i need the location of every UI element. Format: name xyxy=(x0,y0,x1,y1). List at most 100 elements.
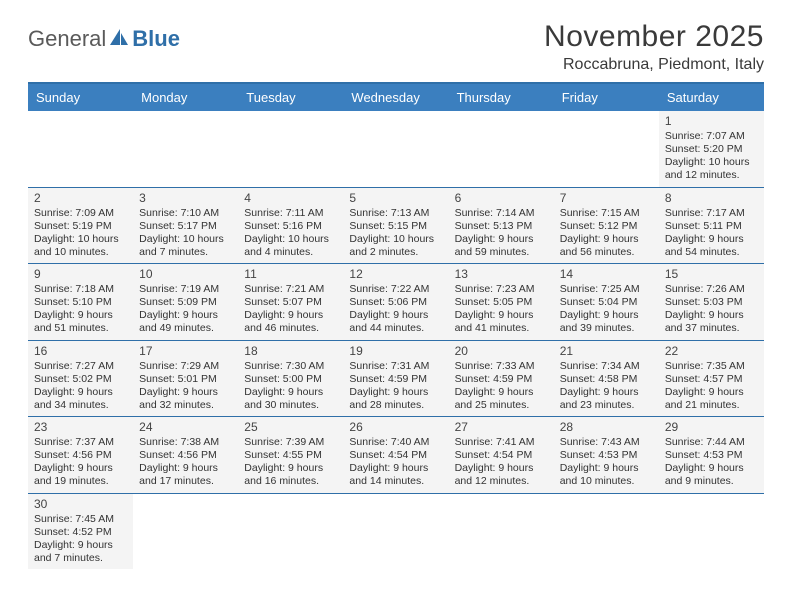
calendar-cell: 22Sunrise: 7:35 AMSunset: 4:57 PMDayligh… xyxy=(659,341,764,417)
calendar-cell: 19Sunrise: 7:31 AMSunset: 4:59 PMDayligh… xyxy=(343,341,448,417)
daylight-line: Daylight: 9 hours and 51 minutes. xyxy=(34,309,127,335)
logo: General Blue xyxy=(28,20,180,52)
sunset-line: Sunset: 5:16 PM xyxy=(244,220,337,233)
sunset-line: Sunset: 5:05 PM xyxy=(455,296,548,309)
day-number: 16 xyxy=(34,344,127,359)
sunrise-line: Sunrise: 7:19 AM xyxy=(139,283,232,296)
sunrise-line: Sunrise: 7:07 AM xyxy=(665,130,758,143)
location: Roccabruna, Piedmont, Italy xyxy=(544,56,764,74)
sunrise-line: Sunrise: 7:27 AM xyxy=(34,360,127,373)
calendar-cell-empty xyxy=(133,494,238,570)
calendar-cell: 6Sunrise: 7:14 AMSunset: 5:13 PMDaylight… xyxy=(449,188,554,264)
calendar-cell: 13Sunrise: 7:23 AMSunset: 5:05 PMDayligh… xyxy=(449,264,554,340)
calendar-cell: 29Sunrise: 7:44 AMSunset: 4:53 PMDayligh… xyxy=(659,417,764,493)
calendar-cell: 10Sunrise: 7:19 AMSunset: 5:09 PMDayligh… xyxy=(133,264,238,340)
calendar-cell: 20Sunrise: 7:33 AMSunset: 4:59 PMDayligh… xyxy=(449,341,554,417)
day-number: 21 xyxy=(560,344,653,359)
daylight-line: Daylight: 9 hours and 19 minutes. xyxy=(34,462,127,488)
day-number: 18 xyxy=(244,344,337,359)
daylight-line: Daylight: 9 hours and 14 minutes. xyxy=(349,462,442,488)
sunrise-line: Sunrise: 7:23 AM xyxy=(455,283,548,296)
sunset-line: Sunset: 5:20 PM xyxy=(665,143,758,156)
sunrise-line: Sunrise: 7:38 AM xyxy=(139,436,232,449)
day-number: 5 xyxy=(349,191,442,206)
calendar-week: 1Sunrise: 7:07 AMSunset: 5:20 PMDaylight… xyxy=(28,111,764,188)
sunset-line: Sunset: 5:15 PM xyxy=(349,220,442,233)
calendar-cell: 23Sunrise: 7:37 AMSunset: 4:56 PMDayligh… xyxy=(28,417,133,493)
daylight-line: Daylight: 9 hours and 54 minutes. xyxy=(665,233,758,259)
calendar-week: 2Sunrise: 7:09 AMSunset: 5:19 PMDaylight… xyxy=(28,188,764,265)
sunrise-line: Sunrise: 7:37 AM xyxy=(34,436,127,449)
daylight-line: Daylight: 10 hours and 12 minutes. xyxy=(665,156,758,182)
sunset-line: Sunset: 4:52 PM xyxy=(34,526,127,539)
day-number: 17 xyxy=(139,344,232,359)
day-number: 1 xyxy=(665,114,758,129)
logo-sail-icon xyxy=(108,27,130,47)
day-number: 25 xyxy=(244,420,337,435)
calendar-week: 30Sunrise: 7:45 AMSunset: 4:52 PMDayligh… xyxy=(28,494,764,570)
header: General Blue November 2025 Roccabruna, P… xyxy=(28,20,764,74)
daylight-line: Daylight: 9 hours and 56 minutes. xyxy=(560,233,653,259)
sunrise-line: Sunrise: 7:17 AM xyxy=(665,207,758,220)
day-number: 30 xyxy=(34,497,127,512)
calendar-cell: 21Sunrise: 7:34 AMSunset: 4:58 PMDayligh… xyxy=(554,341,659,417)
day-header: Monday xyxy=(133,84,238,111)
daylight-line: Daylight: 9 hours and 59 minutes. xyxy=(455,233,548,259)
calendar-cell: 26Sunrise: 7:40 AMSunset: 4:54 PMDayligh… xyxy=(343,417,448,493)
day-number: 9 xyxy=(34,267,127,282)
sunrise-line: Sunrise: 7:25 AM xyxy=(560,283,653,296)
logo-text-2: Blue xyxy=(132,26,180,52)
calendar-cell-empty xyxy=(133,111,238,187)
calendar-week: 9Sunrise: 7:18 AMSunset: 5:10 PMDaylight… xyxy=(28,264,764,341)
sunset-line: Sunset: 5:04 PM xyxy=(560,296,653,309)
day-number: 24 xyxy=(139,420,232,435)
sunset-line: Sunset: 4:53 PM xyxy=(560,449,653,462)
daylight-line: Daylight: 9 hours and 23 minutes. xyxy=(560,386,653,412)
day-number: 4 xyxy=(244,191,337,206)
day-header: Sunday xyxy=(28,84,133,111)
calendar-week: 23Sunrise: 7:37 AMSunset: 4:56 PMDayligh… xyxy=(28,417,764,494)
calendar-cell-empty xyxy=(343,494,448,570)
sunrise-line: Sunrise: 7:09 AM xyxy=(34,207,127,220)
page: General Blue November 2025 Roccabruna, P… xyxy=(0,0,792,589)
day-number: 29 xyxy=(665,420,758,435)
calendar-cell: 2Sunrise: 7:09 AMSunset: 5:19 PMDaylight… xyxy=(28,188,133,264)
sunset-line: Sunset: 5:03 PM xyxy=(665,296,758,309)
day-number: 27 xyxy=(455,420,548,435)
sunset-line: Sunset: 4:53 PM xyxy=(665,449,758,462)
calendar-cell: 8Sunrise: 7:17 AMSunset: 5:11 PMDaylight… xyxy=(659,188,764,264)
calendar-cell-empty xyxy=(449,494,554,570)
day-number: 12 xyxy=(349,267,442,282)
day-number: 7 xyxy=(560,191,653,206)
calendar-cell: 25Sunrise: 7:39 AMSunset: 4:55 PMDayligh… xyxy=(238,417,343,493)
sunset-line: Sunset: 5:01 PM xyxy=(139,373,232,386)
day-number: 2 xyxy=(34,191,127,206)
calendar-cell: 18Sunrise: 7:30 AMSunset: 5:00 PMDayligh… xyxy=(238,341,343,417)
day-number: 20 xyxy=(455,344,548,359)
calendar-cell: 1Sunrise: 7:07 AMSunset: 5:20 PMDaylight… xyxy=(659,111,764,187)
sunset-line: Sunset: 4:59 PM xyxy=(455,373,548,386)
sunset-line: Sunset: 5:00 PM xyxy=(244,373,337,386)
daylight-line: Daylight: 9 hours and 44 minutes. xyxy=(349,309,442,335)
daylight-line: Daylight: 9 hours and 37 minutes. xyxy=(665,309,758,335)
sunset-line: Sunset: 4:59 PM xyxy=(349,373,442,386)
daylight-line: Daylight: 9 hours and 28 minutes. xyxy=(349,386,442,412)
day-number: 13 xyxy=(455,267,548,282)
sunrise-line: Sunrise: 7:30 AM xyxy=(244,360,337,373)
sunrise-line: Sunrise: 7:43 AM xyxy=(560,436,653,449)
calendar-cell: 11Sunrise: 7:21 AMSunset: 5:07 PMDayligh… xyxy=(238,264,343,340)
sunset-line: Sunset: 4:54 PM xyxy=(455,449,548,462)
calendar-cell: 12Sunrise: 7:22 AMSunset: 5:06 PMDayligh… xyxy=(343,264,448,340)
daylight-line: Daylight: 10 hours and 10 minutes. xyxy=(34,233,127,259)
daylight-line: Daylight: 9 hours and 32 minutes. xyxy=(139,386,232,412)
sunrise-line: Sunrise: 7:31 AM xyxy=(349,360,442,373)
daylight-line: Daylight: 9 hours and 46 minutes. xyxy=(244,309,337,335)
daylight-line: Daylight: 10 hours and 7 minutes. xyxy=(139,233,232,259)
daylight-line: Daylight: 9 hours and 30 minutes. xyxy=(244,386,337,412)
daylight-line: Daylight: 9 hours and 49 minutes. xyxy=(139,309,232,335)
calendar-cell-empty xyxy=(28,111,133,187)
calendar-cell: 9Sunrise: 7:18 AMSunset: 5:10 PMDaylight… xyxy=(28,264,133,340)
sunrise-line: Sunrise: 7:35 AM xyxy=(665,360,758,373)
sunrise-line: Sunrise: 7:41 AM xyxy=(455,436,548,449)
sunrise-line: Sunrise: 7:29 AM xyxy=(139,360,232,373)
